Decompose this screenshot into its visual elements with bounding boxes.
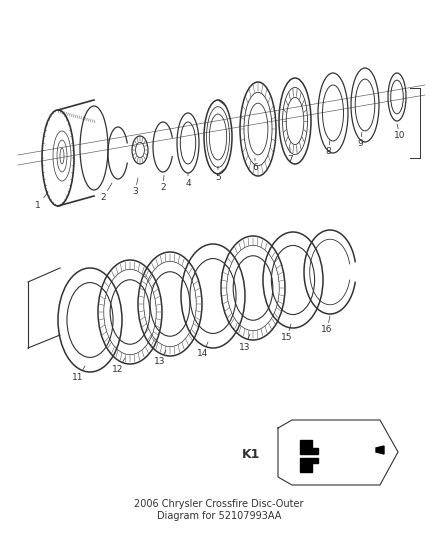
Text: 7: 7 <box>287 148 293 165</box>
Text: 6: 6 <box>252 158 258 173</box>
Text: 10: 10 <box>394 124 406 141</box>
Text: 2006 Chrysler Crossfire Disc-Outer
Diagram for 52107993AA: 2006 Chrysler Crossfire Disc-Outer Diagr… <box>134 499 304 521</box>
Text: 2: 2 <box>160 175 166 192</box>
Text: 4: 4 <box>185 173 191 188</box>
Text: 8: 8 <box>325 140 331 157</box>
Text: 9: 9 <box>357 132 363 149</box>
Polygon shape <box>300 440 318 454</box>
Text: 13: 13 <box>239 334 251 351</box>
Text: 15: 15 <box>281 324 293 343</box>
Polygon shape <box>376 446 384 454</box>
Text: 3: 3 <box>132 178 138 197</box>
Text: 2: 2 <box>100 183 112 203</box>
Text: 5: 5 <box>215 166 221 182</box>
Text: 14: 14 <box>197 342 208 359</box>
Polygon shape <box>300 458 318 472</box>
Text: 16: 16 <box>321 316 333 335</box>
Text: 13: 13 <box>154 350 166 367</box>
Text: 12: 12 <box>112 358 125 375</box>
Text: 1: 1 <box>35 192 48 209</box>
Text: K1: K1 <box>242 448 260 461</box>
Text: 11: 11 <box>72 366 85 383</box>
